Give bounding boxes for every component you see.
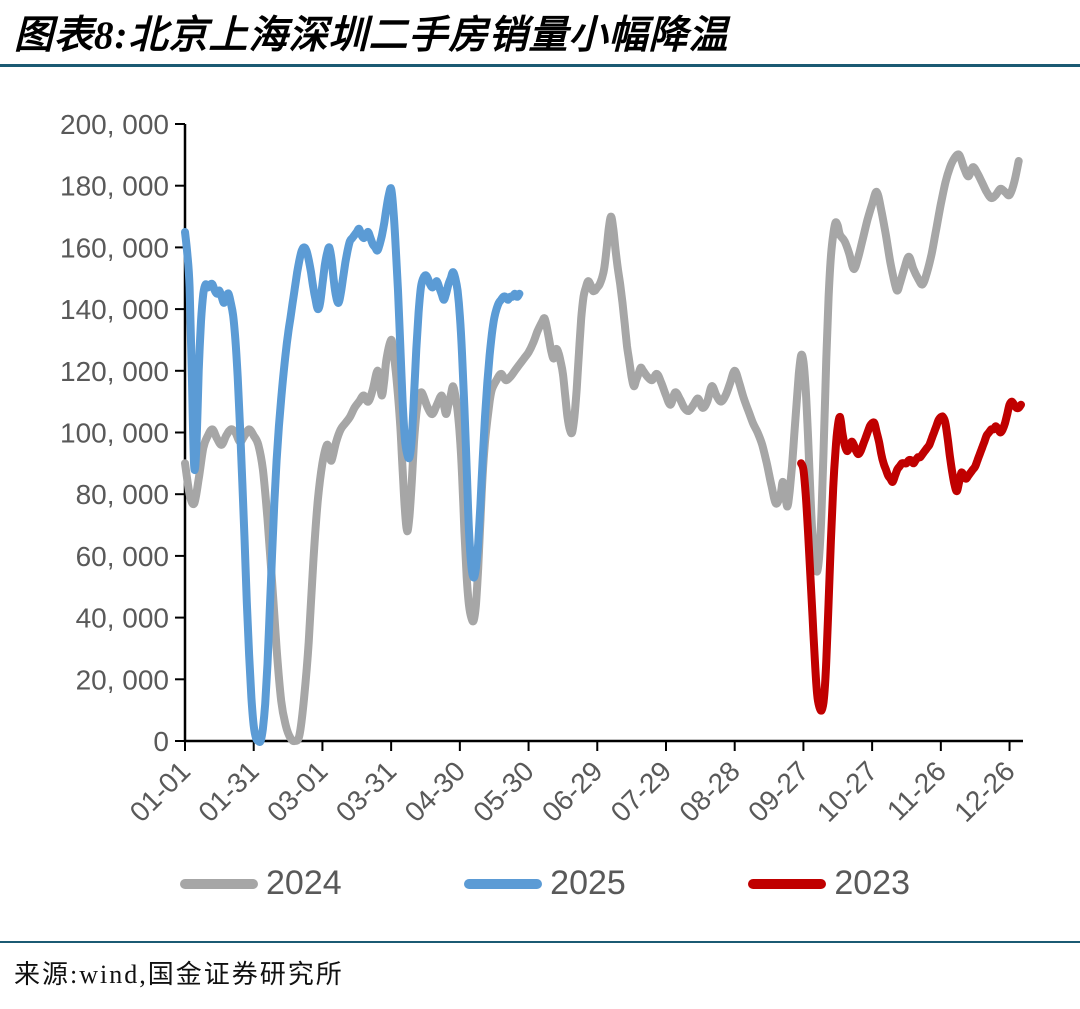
y-axis-tick-label: 40, 000 bbox=[76, 603, 169, 634]
y-axis-tick-label: 120, 000 bbox=[60, 356, 169, 387]
series-line-2024 bbox=[181, 150, 1023, 746]
y-axis-tick-label: 200, 000 bbox=[60, 109, 169, 140]
y-axis-tick-label: 100, 000 bbox=[60, 418, 169, 449]
chart-legend: 2024 2025 2023 bbox=[180, 864, 910, 903]
y-axis-tick-label: 20, 000 bbox=[76, 664, 169, 695]
x-axis-tick-label: 05-30 bbox=[467, 755, 540, 828]
legend-item-2023: 2023 bbox=[748, 864, 910, 903]
legend-label-2024: 2024 bbox=[266, 864, 342, 902]
x-axis-tick-label: 09-27 bbox=[742, 755, 815, 828]
title-underline-rule bbox=[0, 64, 1080, 67]
figure-title: 图表8:北京上海深圳二手房销量小幅降温 bbox=[14, 14, 729, 57]
source-note: 来源:wind,国金证券研究所 bbox=[14, 960, 344, 989]
legend-label-2025: 2025 bbox=[550, 864, 626, 902]
x-axis-tick-label: 04-30 bbox=[399, 755, 472, 828]
legend-swatch-2023 bbox=[748, 878, 827, 889]
y-axis-tick-label: 80, 000 bbox=[76, 479, 169, 510]
x-axis-tick-label: 08-28 bbox=[673, 755, 746, 828]
y-axis-tick-label: 140, 000 bbox=[60, 294, 169, 325]
legend-item-2024: 2024 bbox=[180, 864, 342, 903]
series-line-2023 bbox=[797, 397, 1025, 715]
x-axis-tick-label: 12-26 bbox=[948, 755, 1021, 828]
x-axis-tick-label: 01-01 bbox=[124, 755, 197, 828]
x-axis-tick-label: 03-31 bbox=[330, 755, 403, 828]
legend-swatch-2025 bbox=[464, 878, 543, 889]
x-axis-tick-label: 06-29 bbox=[536, 755, 609, 828]
footer-rule bbox=[0, 941, 1080, 943]
x-axis-tick-label: 07-29 bbox=[605, 755, 678, 828]
x-axis-tick-label: 10-27 bbox=[811, 755, 884, 828]
axes bbox=[183, 124, 1023, 743]
y-axis-tick-label: 0 bbox=[153, 726, 169, 757]
x-axis-tick-label: 03-01 bbox=[261, 755, 334, 828]
y-axis-tick-label: 180, 000 bbox=[60, 171, 169, 202]
legend-swatch-2024 bbox=[180, 878, 258, 889]
y-axis-tick-label: 160, 000 bbox=[60, 232, 169, 263]
legend-label-2023: 2023 bbox=[834, 864, 910, 902]
x-axis-tick-label: 01-31 bbox=[192, 755, 265, 828]
y-axis-tick-label: 60, 000 bbox=[76, 541, 169, 572]
series-line-2025 bbox=[181, 184, 524, 746]
legend-item-2025: 2025 bbox=[464, 864, 626, 903]
x-axis-tick-label: 11-26 bbox=[881, 755, 952, 826]
